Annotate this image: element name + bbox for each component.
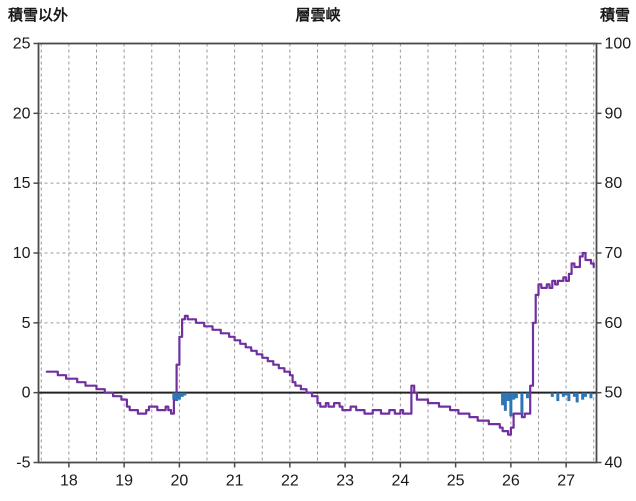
precip-bar [514,392,518,399]
right-tick-label: 70 [605,245,623,262]
snow-depth-line [45,251,595,436]
right-tick-label: 60 [605,315,623,332]
x-tick-label: 24 [391,473,409,490]
precip-bar [575,392,579,403]
x-tick-label: 20 [170,473,188,490]
precip-bar [520,392,524,414]
left-tick-label: -5 [16,455,30,472]
precip-bar [556,392,560,402]
right-tick-label: 90 [605,105,623,122]
right-tick-label: 100 [605,36,632,53]
x-tick-label: 22 [281,473,299,490]
precip-bar [561,392,565,397]
right-tick-label: 80 [605,175,623,192]
x-tick-label: 21 [226,473,244,490]
left-tick-label: 0 [22,385,31,402]
precip-bar [506,392,510,402]
x-tick-label: 18 [60,473,78,490]
precip-bar [509,392,513,417]
precip-bar [564,392,568,396]
x-tick-label: 19 [115,473,133,490]
precip-bar [177,392,181,400]
x-tick-label: 23 [336,473,354,490]
left-tick-label: 10 [13,245,31,262]
precip-bar [589,392,593,399]
precip-bar [183,392,187,396]
precip-bar [175,392,179,402]
right-axis-title: 積雪 [599,7,630,24]
right-tick-label: 40 [605,455,623,472]
x-tick-label: 25 [447,473,465,490]
precip-bar [180,392,184,397]
precip-bar [525,392,529,399]
precip-bar [172,392,176,400]
x-tick-label: 26 [502,473,520,490]
precip-bar [567,392,571,402]
precip-bar [501,392,505,406]
left-tick-label: 25 [13,36,31,53]
left-tick-label: 20 [13,105,31,122]
precip-bar [583,392,587,397]
left-tick-label: 15 [13,175,31,192]
precip-bar [581,392,585,400]
x-tick-label: 27 [557,473,575,490]
chart-title: 層雲峡 [295,7,341,24]
precip-bar [572,392,576,397]
precip-bar [512,392,516,400]
precip-bar [550,392,554,397]
left-tick-label: 5 [22,315,31,332]
precip-bar [503,392,507,411]
left-axis-title: 積雪以外 [8,7,69,24]
right-tick-label: 50 [605,385,623,402]
